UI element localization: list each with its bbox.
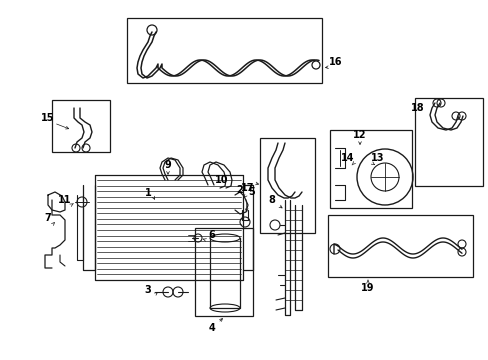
- Bar: [414, 98, 482, 186]
- Text: 18: 18: [410, 103, 424, 113]
- Text: 8: 8: [268, 195, 275, 205]
- Text: 10: 10: [215, 175, 228, 185]
- Bar: [329, 130, 411, 208]
- Text: 6: 6: [208, 230, 215, 240]
- Text: 19: 19: [361, 283, 374, 293]
- Text: 3: 3: [144, 285, 151, 295]
- Text: 5: 5: [248, 187, 255, 197]
- Bar: [260, 138, 314, 233]
- Text: 15: 15: [41, 113, 55, 123]
- Text: 13: 13: [370, 153, 384, 163]
- Text: 1: 1: [144, 188, 151, 198]
- Text: 7: 7: [44, 213, 51, 223]
- Text: 4: 4: [208, 323, 215, 333]
- Text: 11: 11: [58, 195, 72, 205]
- Text: 17: 17: [241, 183, 254, 193]
- Bar: [127, 18, 321, 83]
- Text: 14: 14: [341, 153, 354, 163]
- Text: 9: 9: [164, 160, 171, 170]
- Text: 2: 2: [236, 185, 243, 195]
- Text: 12: 12: [352, 130, 366, 140]
- Bar: [52, 100, 110, 152]
- Bar: [327, 215, 472, 277]
- Text: 16: 16: [328, 57, 342, 67]
- Bar: [195, 228, 252, 316]
